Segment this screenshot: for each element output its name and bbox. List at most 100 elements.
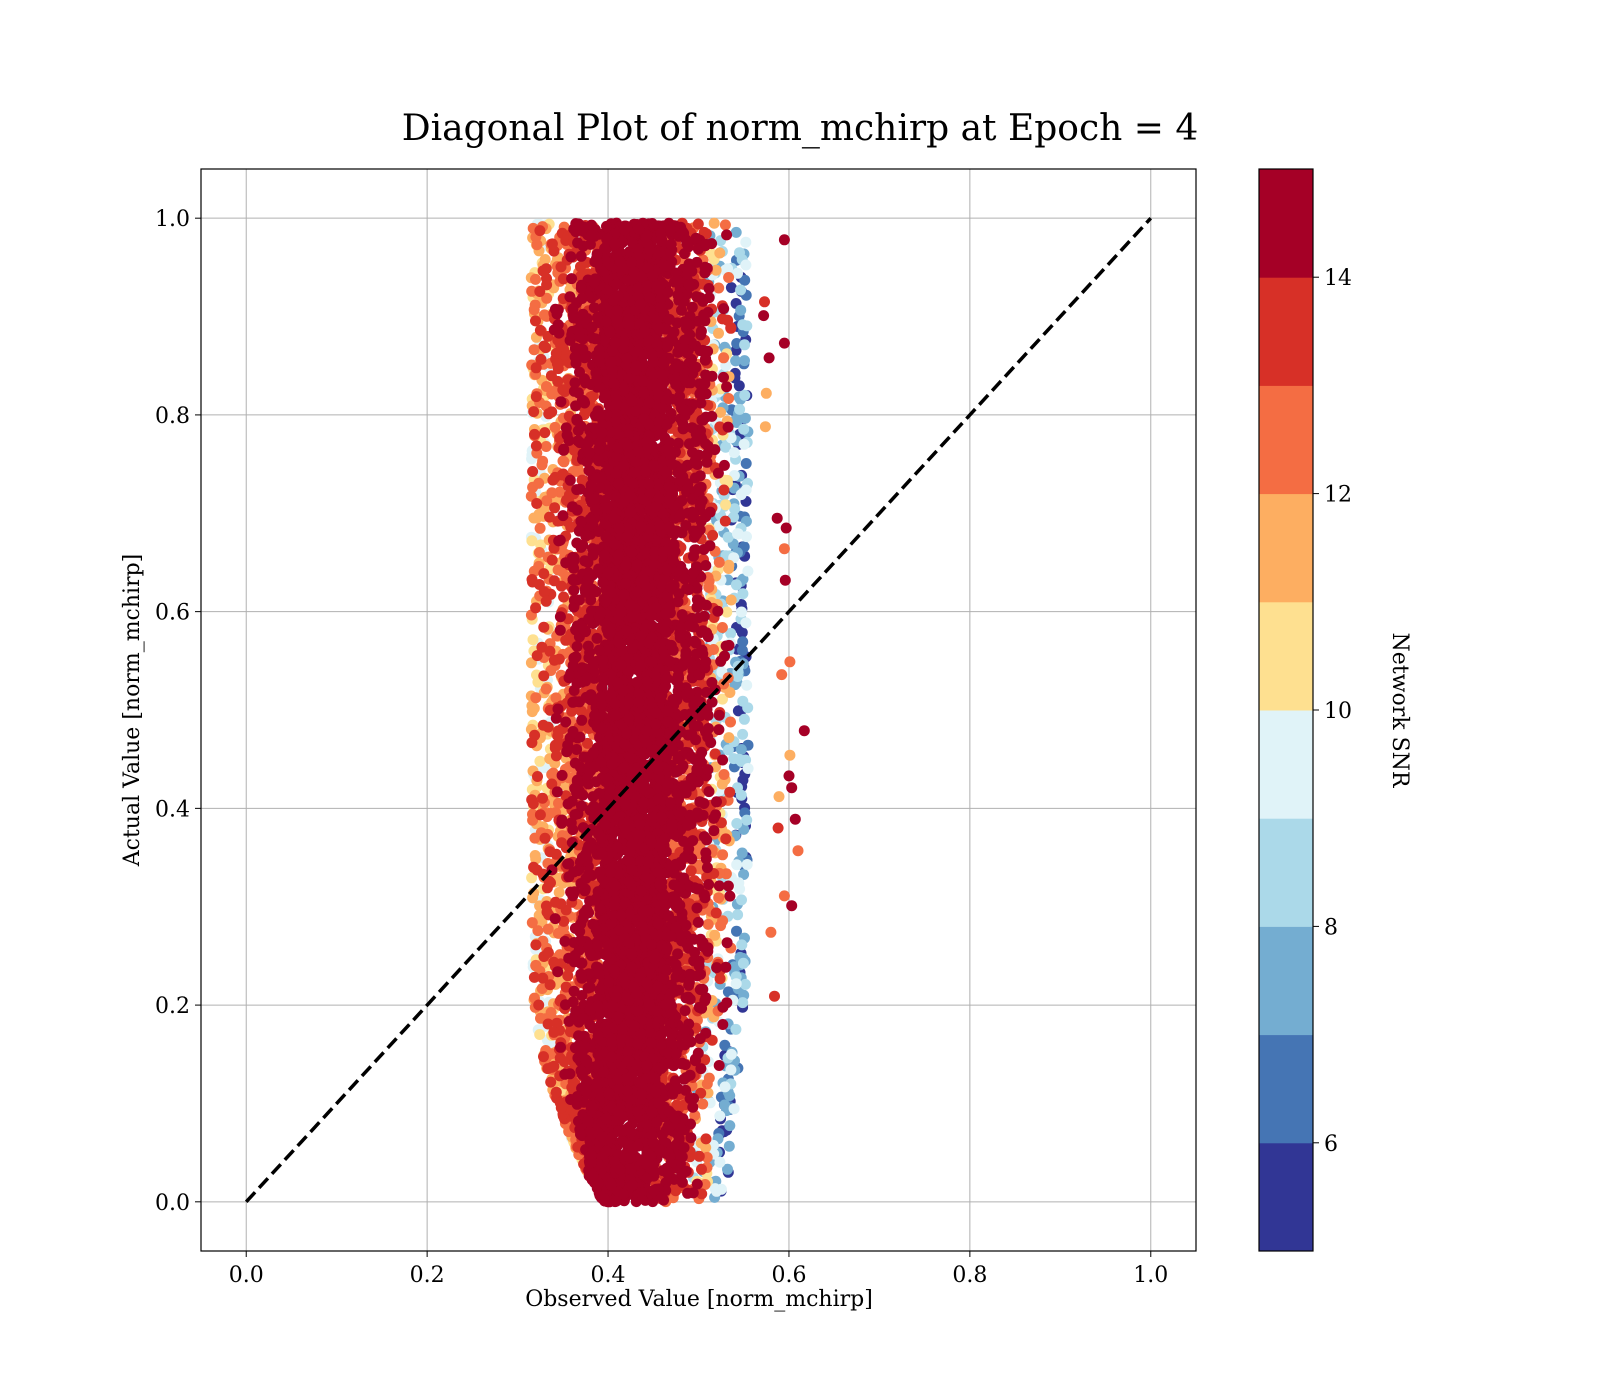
scatter-point — [724, 1120, 736, 1132]
scatter-point — [741, 814, 753, 826]
scatter-point — [549, 421, 561, 433]
scatter-point — [736, 644, 748, 656]
scatter-point — [715, 1183, 727, 1195]
scatter-point — [736, 606, 747, 618]
scatter-point — [703, 1072, 715, 1084]
scatter-point — [714, 1156, 726, 1168]
scatter-point — [546, 769, 558, 780]
scatter-point — [540, 900, 552, 912]
scatter-point — [707, 529, 719, 541]
scatter-point — [550, 347, 562, 359]
scatter-point — [713, 556, 725, 568]
scatter-point — [529, 428, 540, 440]
scatter-point — [739, 274, 751, 286]
scatter-point — [553, 653, 565, 665]
scatter-point — [546, 554, 558, 566]
scatter-point — [713, 892, 725, 904]
scatter-point — [739, 355, 750, 367]
scatter-point — [554, 624, 566, 636]
scatter-point — [540, 683, 552, 695]
scatter-point — [728, 753, 740, 765]
scatter-point — [740, 458, 752, 469]
scatter-point — [529, 299, 541, 311]
scatter-point — [731, 818, 743, 829]
scatter-point — [736, 847, 748, 859]
scatter-point — [742, 565, 754, 577]
scatter-point — [719, 1039, 731, 1051]
scatter-point — [722, 880, 734, 892]
scatter-point — [725, 1064, 737, 1076]
scatter-point — [554, 534, 566, 546]
scatter-point — [723, 1140, 735, 1152]
scatter-point — [734, 403, 746, 415]
scatter-point — [528, 406, 540, 418]
scatter-point — [544, 638, 556, 650]
scatter-point — [539, 832, 551, 844]
scatter-point — [729, 503, 741, 515]
scatter-point — [702, 918, 714, 930]
scatter-point — [555, 1041, 566, 1053]
scatter-point — [719, 219, 731, 231]
scatter-point — [741, 320, 753, 332]
scatter-point — [544, 645, 556, 657]
scatter-point — [548, 1026, 560, 1038]
scatter-point — [742, 763, 754, 774]
scatter-point — [740, 617, 752, 629]
scatter-point — [718, 484, 730, 496]
scatter-point — [722, 1163, 733, 1175]
scatter-point — [542, 923, 554, 935]
scatter-point — [550, 712, 562, 724]
scatter-point — [715, 406, 726, 418]
scatter-point — [527, 798, 539, 810]
scatter-point — [552, 725, 564, 737]
scatter-point — [553, 327, 565, 339]
scatter-point — [725, 282, 737, 294]
scatter-point — [551, 358, 563, 370]
scatter-point — [527, 576, 538, 588]
scatter-point — [528, 971, 540, 983]
scatter-point — [539, 427, 551, 439]
scatter-point — [718, 769, 730, 780]
scatter-point — [731, 859, 743, 871]
scatter-point — [738, 438, 750, 450]
scatter-point — [553, 886, 565, 898]
scatter-point — [730, 579, 742, 591]
scatter-point — [713, 282, 725, 294]
scatter-point — [526, 872, 538, 884]
scatter-point — [737, 636, 749, 648]
scatter-point — [737, 997, 749, 1009]
scatter-point — [704, 506, 716, 518]
scatter-point — [735, 744, 747, 755]
scatter-point — [740, 236, 752, 248]
scatter-point — [530, 391, 542, 403]
scatter-point — [737, 728, 749, 740]
scatter-point — [533, 999, 545, 1011]
scatter-point — [532, 925, 544, 937]
scatter-point — [716, 778, 728, 790]
scatter-point — [534, 286, 546, 297]
scatter-point — [739, 389, 751, 401]
scatter-point — [531, 512, 543, 524]
scatter-point — [718, 352, 730, 364]
scatter-point — [541, 495, 553, 507]
scatter-point — [737, 588, 749, 600]
scatter-point — [710, 264, 722, 276]
scatter-point — [719, 515, 731, 527]
scatter-point — [736, 939, 748, 951]
scatter-point — [741, 679, 753, 691]
scatter-point — [719, 474, 731, 486]
scatter-point — [725, 1048, 737, 1060]
scatter-point — [576, 714, 588, 726]
scatter-point — [556, 817, 568, 829]
scatter-point — [732, 671, 744, 682]
scatter-point — [555, 261, 567, 273]
scatter-point — [704, 540, 716, 552]
scatter-point — [717, 693, 728, 705]
scatter-point — [730, 1023, 742, 1035]
scatter-point — [725, 594, 737, 606]
scatter-point — [732, 528, 744, 540]
scatter-point — [547, 474, 559, 486]
chart-title: Diagonal Plot of norm_mchirp at Epoch = … — [402, 108, 1199, 149]
scatter-point — [735, 304, 747, 316]
scatter-point — [697, 1098, 709, 1110]
